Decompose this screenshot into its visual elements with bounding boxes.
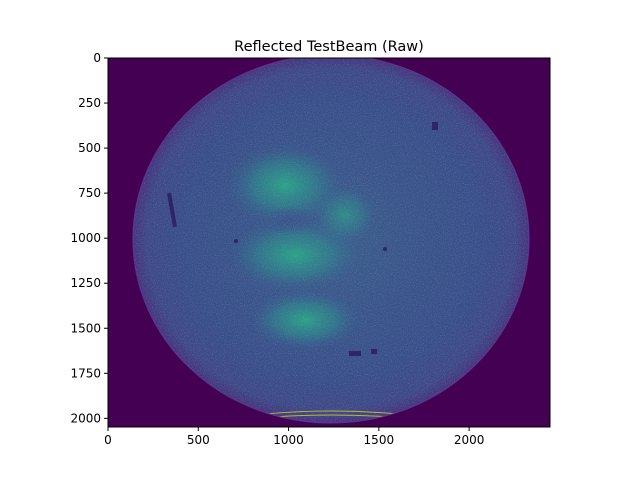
image-area [108, 58, 550, 427]
y-tick-label: 1000 [70, 231, 101, 245]
x-tick-label: 2000 [454, 433, 485, 447]
y-tick-label: 250 [78, 96, 101, 110]
y-tick-label: 1500 [70, 321, 101, 335]
chart-title: Reflected TestBeam (Raw) [234, 39, 424, 55]
y-tick-label: 750 [78, 186, 101, 200]
y-tick-label: 1750 [70, 366, 101, 380]
y-tick-label: 1250 [70, 276, 101, 290]
x-tick-label: 1000 [273, 433, 304, 447]
x-axis: 0 500 1000 1500 2000 [104, 427, 484, 447]
y-tick-label: 500 [78, 141, 101, 155]
noise-texture [133, 58, 529, 423]
x-tick-label: 500 [187, 433, 210, 447]
dust-specks [167, 122, 438, 356]
x-tick-label: 0 [104, 433, 112, 447]
disk-rim [132, 58, 530, 424]
y-axis: 0 250 500 750 1000 1250 1500 1750 2000 [70, 51, 108, 425]
y-tick-label: 0 [93, 51, 101, 65]
y-tick-label: 2000 [70, 411, 101, 425]
x-tick-label: 1500 [364, 433, 395, 447]
axes-frame [107, 57, 551, 428]
